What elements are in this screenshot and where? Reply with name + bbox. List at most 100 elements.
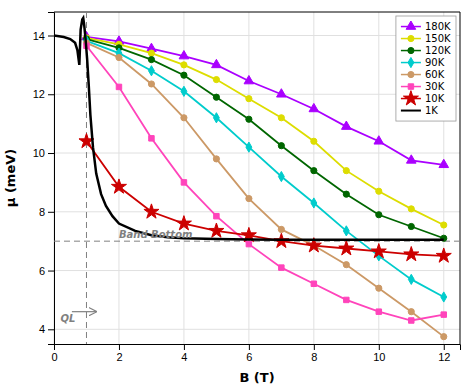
annotation: QL — [60, 313, 75, 324]
legend-label: 10K — [425, 93, 445, 104]
tick: 10 — [33, 147, 54, 159]
marker — [441, 312, 446, 317]
marker — [439, 159, 449, 167]
marker — [441, 292, 447, 302]
tick-mark — [48, 329, 54, 330]
marker — [408, 206, 414, 212]
legend-label: 180K — [425, 21, 451, 32]
annotation: Band Bottom — [119, 229, 192, 240]
frame-top — [54, 12, 460, 13]
marker — [311, 281, 316, 286]
tick-label: 8 — [311, 351, 317, 363]
legend-item: 90K — [401, 57, 445, 68]
series-markers — [82, 31, 449, 167]
legend-label: 120K — [425, 45, 451, 56]
legend-label: 60K — [425, 69, 445, 80]
marker — [179, 51, 189, 59]
marker — [148, 66, 154, 76]
marker — [404, 246, 419, 260]
marker — [116, 54, 122, 60]
marker — [278, 226, 284, 232]
tick-mark — [48, 212, 54, 213]
marker — [246, 142, 252, 152]
data-layer — [54, 12, 460, 344]
legend-item: 120K — [401, 45, 451, 56]
marker — [374, 136, 384, 144]
series-markers — [84, 36, 447, 302]
legend-label: 150K — [425, 33, 451, 44]
tick-label: 10 — [373, 351, 385, 363]
marker — [213, 94, 219, 100]
legend: 180K150K120K90K60K30K10K1K — [396, 16, 456, 121]
tick: 8 — [311, 344, 317, 363]
legend-swatch — [401, 110, 421, 112]
marker — [278, 143, 284, 149]
marker — [148, 57, 154, 63]
marker — [311, 138, 317, 144]
legend-marker — [408, 57, 414, 67]
tick-label: 14 — [33, 30, 45, 42]
y-axis: 468101214 — [33, 13, 55, 345]
series-line — [86, 39, 443, 238]
tick-mark — [48, 271, 54, 272]
marker — [406, 155, 416, 163]
tick: 4 — [181, 344, 187, 363]
grid — [54, 12, 460, 344]
tick-label: 6 — [246, 351, 252, 363]
series-line — [86, 43, 443, 337]
tick-label: 4 — [39, 323, 45, 335]
marker — [181, 86, 187, 96]
marker — [376, 188, 382, 194]
legend-item: 60K — [401, 69, 445, 80]
legend-marker — [408, 71, 414, 77]
marker — [246, 241, 251, 246]
tick-label: 6 — [39, 265, 45, 277]
marker — [148, 50, 154, 56]
marker — [376, 309, 381, 314]
tick: 10 — [373, 344, 385, 363]
tick: 6 — [246, 344, 252, 363]
legend-item: 10K — [401, 91, 445, 105]
marker — [311, 168, 317, 174]
series-line — [54, 18, 444, 240]
marker — [209, 223, 224, 237]
x-axis: 024681012 — [51, 344, 460, 363]
marker — [441, 334, 447, 340]
marker — [279, 265, 284, 270]
marker — [148, 81, 154, 87]
marker — [277, 89, 287, 97]
legend-item: 1K — [401, 105, 438, 116]
series-line — [86, 41, 443, 297]
marker — [111, 179, 126, 193]
tick-mark — [184, 344, 185, 350]
legend-item: 30K — [401, 81, 445, 92]
tick-mark — [379, 344, 380, 350]
annotation-arrow — [72, 311, 96, 312]
marker — [343, 191, 349, 197]
marker — [278, 171, 284, 181]
marker — [246, 116, 252, 122]
tick: 12 — [438, 344, 450, 363]
series-markers — [79, 133, 451, 262]
grid-line-x — [313, 12, 314, 344]
marker — [244, 75, 254, 83]
marker — [343, 168, 349, 174]
tick: 8 — [39, 206, 54, 218]
marker — [376, 212, 382, 218]
grid-line-x — [248, 12, 249, 344]
legend-label: 90K — [425, 57, 445, 68]
legend-marker — [408, 47, 414, 53]
tick-label: 2 — [116, 351, 122, 363]
series-markers — [83, 36, 446, 241]
tick-mark — [48, 36, 54, 37]
marker — [344, 297, 349, 302]
legend-frame — [396, 16, 456, 121]
tick-mark — [249, 344, 250, 350]
legend-item: 150K — [401, 33, 451, 44]
marker — [213, 76, 219, 82]
marker — [408, 309, 414, 315]
marker — [144, 204, 159, 218]
tick-mark — [48, 94, 54, 95]
legend-marker — [408, 35, 414, 41]
marker — [342, 121, 352, 129]
